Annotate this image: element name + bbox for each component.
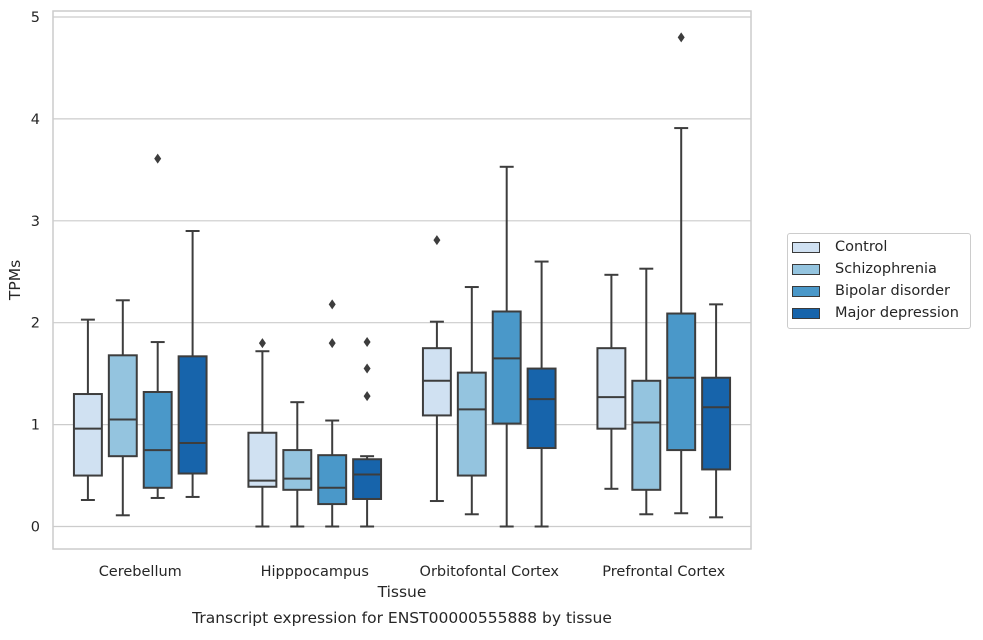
legend-swatch-bipolar-disorder	[792, 285, 820, 297]
box-group-orbitofontal-cortex-bipolar-disorder	[491, 165, 522, 528]
box-cerebellum-control	[72, 393, 103, 477]
box-cerebellum-bipolar-disorder	[142, 390, 173, 489]
legend-item-control: Control	[792, 237, 887, 257]
legend-label-schizophrenia: Schizophrenia	[835, 261, 937, 277]
legend-label-bipolar-disorder: Bipolar disorder	[835, 283, 950, 299]
box-group-hipppocampus-bipolar-disorder	[317, 299, 348, 528]
legend-swatch-control	[792, 241, 820, 253]
y-tick-label-4: 4	[31, 112, 40, 128]
legend-item-bipolar-disorder: Bipolar disorder	[792, 281, 950, 301]
y-tick-label-2: 2	[31, 316, 40, 332]
box-prefrontal-cortex-control	[596, 347, 627, 430]
legend-label-major-depression: Major depression	[835, 305, 959, 321]
y-tick-label-1: 1	[31, 418, 40, 434]
box-group-cerebellum-schizophrenia	[107, 299, 138, 517]
box-prefrontal-cortex-schizophrenia	[631, 379, 662, 491]
boxes-layer	[72, 32, 732, 528]
box-hipppocampus-major-depression	[352, 458, 383, 500]
box-group-hipppocampus-major-depression	[352, 337, 383, 528]
box-group-prefrontal-cortex-bipolar-disorder	[666, 32, 697, 515]
x-tick-label-orbitofontal-cortex: Orbitofontal Cortex	[420, 564, 560, 580]
y-tick-label-0: 0	[31, 520, 40, 536]
x-tick-label-hipppocampus: Hipppocampus	[261, 564, 369, 580]
y-tick-label-5: 5	[31, 10, 40, 26]
outlier-hipppocampus-major-depression-2	[363, 391, 371, 402]
legend-swatch-schizophrenia	[792, 263, 820, 275]
y-axis-label: TPMs	[6, 260, 24, 301]
plot-area-frame	[52, 10, 752, 550]
box-prefrontal-cortex-bipolar-disorder	[666, 312, 697, 452]
box-group-prefrontal-cortex-schizophrenia	[631, 267, 662, 516]
x-tick-label-prefrontal-cortex: Prefrontal Cortex	[602, 564, 725, 580]
box-cerebellum-major-depression	[177, 355, 208, 475]
box-prefrontal-cortex-major-depression	[701, 376, 732, 471]
y-tick-labels: 0 1 2 3 4 5	[31, 10, 40, 536]
box-group-orbitofontal-cortex-major-depression	[526, 260, 557, 528]
outlier-hipppocampus-major-depression-1	[363, 363, 371, 374]
box-hipppocampus-bipolar-disorder	[317, 454, 348, 506]
legend-label-control: Control	[835, 239, 888, 255]
box-hipppocampus-schizophrenia	[282, 449, 313, 491]
box-group-cerebellum-control	[72, 318, 103, 502]
box-group-cerebellum-bipolar-disorder	[142, 153, 173, 499]
legend: Control Schizophrenia Bipolar disorder M…	[787, 233, 971, 329]
outlier-hipppocampus-bipolar-disorder-1	[328, 338, 336, 349]
legend-swatch-major-depression	[792, 307, 820, 319]
outlier-hipppocampus-control-0	[258, 338, 266, 349]
box-group-orbitofontal-cortex-control	[421, 235, 452, 503]
outlier-hipppocampus-bipolar-disorder-0	[328, 299, 336, 310]
box-orbitofontal-cortex-major-depression	[526, 367, 557, 450]
box-group-orbitofontal-cortex-schizophrenia	[456, 286, 487, 516]
box-orbitofontal-cortex-schizophrenia	[456, 371, 487, 477]
box-group-prefrontal-cortex-control	[596, 273, 627, 490]
y-tick-label-3: 3	[31, 214, 40, 230]
box-group-prefrontal-cortex-major-depression	[701, 303, 732, 519]
box-orbitofontal-cortex-control	[421, 347, 452, 417]
box-hipppocampus-control	[247, 431, 278, 488]
box-group-cerebellum-major-depression	[177, 229, 208, 498]
legend-item-schizophrenia: Schizophrenia	[792, 259, 937, 279]
outlier-cerebellum-bipolar-disorder-0	[154, 153, 162, 164]
x-axis-label: Tissue	[377, 583, 427, 601]
chart-title: Transcript expression for ENST0000055588…	[191, 609, 612, 627]
outlier-hipppocampus-major-depression-0	[363, 337, 371, 348]
legend-item-major-depression: Major depression	[792, 303, 959, 323]
box-cerebellum-schizophrenia	[107, 354, 138, 458]
box-group-hipppocampus-control	[247, 338, 278, 528]
x-tick-label-cerebellum: Cerebellum	[99, 564, 182, 580]
box-orbitofontal-cortex-bipolar-disorder	[491, 310, 522, 425]
outlier-prefrontal-cortex-bipolar-disorder-0	[677, 32, 685, 43]
x-tick-labels: Cerebellum Hipppocampus Orbitofontal Corte…	[99, 564, 726, 580]
outlier-orbitofontal-cortex-control-0	[433, 235, 441, 246]
box-group-hipppocampus-schizophrenia	[282, 401, 313, 528]
